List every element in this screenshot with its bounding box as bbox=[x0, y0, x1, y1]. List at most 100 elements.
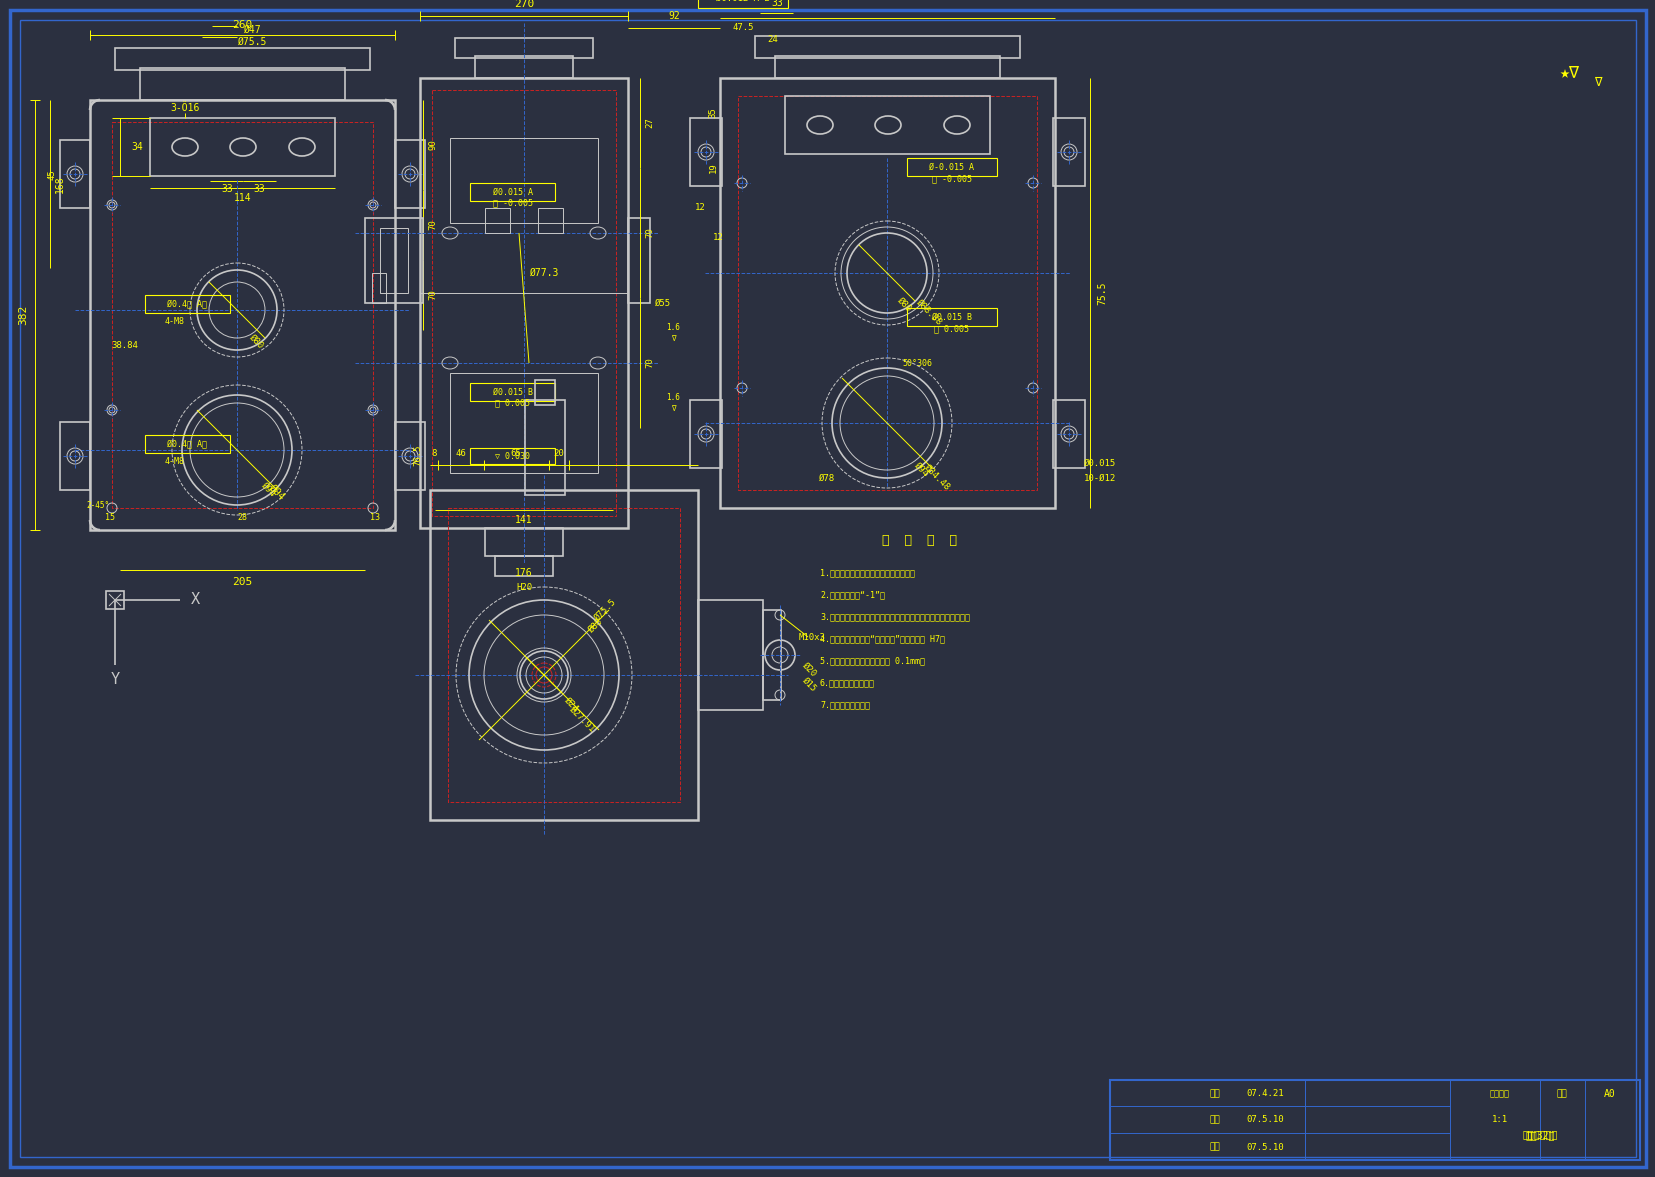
Text: Ø80: Ø80 bbox=[248, 333, 266, 351]
Text: 70: 70 bbox=[429, 220, 437, 231]
Text: A0: A0 bbox=[1604, 1089, 1615, 1099]
Text: 50°306: 50°306 bbox=[902, 359, 932, 367]
Text: 1.铸件表面应进行表面处理，清除沙粒。: 1.铸件表面应进行表面处理，清除沙粒。 bbox=[819, 568, 915, 577]
Text: Ø0.4Ⓜ AⓂ: Ø0.4Ⓜ AⓂ bbox=[167, 299, 207, 308]
Text: 4-M8: 4-M8 bbox=[166, 317, 185, 326]
Text: 1.6
∇: 1.6 ∇ bbox=[665, 393, 680, 413]
Bar bbox=[470, 182, 554, 201]
Text: 4.应对外内表面净尼“全面工具”，匹配公差 H7。: 4.应对外内表面净尼“全面工具”，匹配公差 H7。 bbox=[819, 634, 945, 643]
Text: 141: 141 bbox=[515, 516, 533, 525]
Text: 6.应对外面清屐涂色。: 6.应对外面清屐涂色。 bbox=[819, 678, 874, 687]
Text: 3-Ö16: 3-Ö16 bbox=[170, 104, 200, 113]
Bar bbox=[146, 435, 230, 453]
Text: Ø0.4Ⓜ AⓂ: Ø0.4Ⓜ AⓂ bbox=[167, 439, 207, 448]
Text: 260: 260 bbox=[232, 20, 252, 29]
Text: ∇: ∇ bbox=[1594, 75, 1600, 88]
Text: Ø20: Ø20 bbox=[801, 661, 818, 679]
Text: 90: 90 bbox=[429, 140, 437, 151]
Bar bbox=[907, 308, 996, 326]
Bar bbox=[470, 383, 554, 401]
Text: 47.5: 47.5 bbox=[732, 24, 753, 33]
Text: 技  术  要  求: 技 术 要 求 bbox=[882, 533, 957, 546]
Text: Ø94: Ø94 bbox=[912, 461, 930, 479]
Text: ／ -0.005: ／ -0.005 bbox=[493, 199, 533, 207]
Bar bbox=[755, 36, 1019, 58]
Bar bbox=[485, 528, 563, 556]
Text: 07.5.10: 07.5.10 bbox=[1246, 1116, 1283, 1124]
Text: 27: 27 bbox=[645, 118, 654, 128]
Bar bbox=[720, 78, 1054, 508]
Bar bbox=[420, 78, 627, 528]
Text: 10-Ø12: 10-Ø12 bbox=[1084, 473, 1115, 483]
Bar bbox=[455, 38, 592, 58]
Bar bbox=[372, 273, 386, 302]
Text: 75.5: 75.5 bbox=[1096, 281, 1106, 305]
Bar bbox=[450, 373, 597, 473]
Text: 114: 114 bbox=[233, 193, 252, 202]
Bar bbox=[449, 508, 680, 802]
Bar bbox=[146, 295, 230, 313]
Text: 15: 15 bbox=[104, 513, 114, 523]
Text: 设计: 设计 bbox=[1210, 1090, 1220, 1098]
Text: Ø0.015 A: Ø0.015 A bbox=[493, 187, 533, 197]
Text: ／ 0.005: ／ 0.005 bbox=[495, 399, 530, 407]
Text: 176: 176 bbox=[515, 568, 533, 578]
Bar bbox=[535, 380, 554, 405]
Text: Ø77.3: Ø77.3 bbox=[530, 268, 558, 278]
Text: 35: 35 bbox=[708, 107, 717, 119]
Bar bbox=[475, 56, 573, 78]
Text: Ø47: Ø47 bbox=[243, 25, 260, 35]
Text: 76.5: 76.5 bbox=[414, 444, 422, 466]
Text: 12: 12 bbox=[712, 233, 723, 242]
Text: 5.折合面平面度公差应小于大 0.1mm。: 5.折合面平面度公差应小于大 0.1mm。 bbox=[819, 656, 925, 665]
Text: 2.钉孔深度公差“-1”。: 2.钉孔深度公差“-1”。 bbox=[819, 590, 884, 599]
Text: 20: 20 bbox=[553, 448, 564, 458]
Text: 重量比例: 重量比例 bbox=[1490, 1090, 1509, 1098]
Text: ／ -0.005: ／ -0.005 bbox=[932, 174, 971, 184]
Text: Ø80: Ø80 bbox=[895, 297, 914, 314]
Text: 07.5.10: 07.5.10 bbox=[1246, 1143, 1283, 1151]
Text: Ø0.015: Ø0.015 bbox=[1084, 459, 1115, 467]
Bar bbox=[495, 556, 553, 576]
Text: 168: 168 bbox=[55, 175, 65, 193]
Text: 1:1: 1:1 bbox=[1491, 1116, 1508, 1124]
Text: 河南科技大学: 河南科技大学 bbox=[1521, 1129, 1557, 1139]
Bar bbox=[485, 208, 510, 233]
Text: 33: 33 bbox=[771, 0, 783, 8]
Text: X: X bbox=[190, 592, 200, 607]
Bar bbox=[697, 0, 788, 8]
Text: 7.其它未注明尺寸。: 7.其它未注明尺寸。 bbox=[819, 700, 869, 709]
Text: Ø0.015 B: Ø0.015 B bbox=[932, 313, 971, 321]
Text: Ø84.48: Ø84.48 bbox=[922, 464, 952, 493]
Bar bbox=[627, 218, 650, 302]
Text: H20: H20 bbox=[516, 584, 531, 592]
Bar bbox=[525, 400, 564, 496]
Bar bbox=[1109, 1080, 1304, 1161]
Text: 70: 70 bbox=[429, 290, 437, 300]
Bar bbox=[114, 48, 369, 69]
Text: Ø75.5: Ø75.5 bbox=[237, 36, 266, 47]
Bar bbox=[141, 68, 344, 100]
Text: 38.84: 38.84 bbox=[111, 340, 139, 350]
Text: M10x3: M10x3 bbox=[798, 632, 824, 641]
Text: ／ 0.005: ／ 0.005 bbox=[933, 325, 968, 333]
Text: 34: 34 bbox=[131, 142, 142, 152]
Text: 1.6
∇: 1.6 ∇ bbox=[665, 324, 680, 343]
Bar bbox=[113, 122, 372, 508]
Text: 4-M8: 4-M8 bbox=[166, 457, 185, 465]
Text: Ø94: Ø94 bbox=[266, 483, 286, 501]
Bar bbox=[396, 140, 425, 208]
Bar bbox=[396, 423, 425, 490]
Text: 205: 205 bbox=[232, 577, 252, 587]
Text: 65: 65 bbox=[510, 448, 521, 458]
Text: ▽ 0.030: ▽ 0.030 bbox=[495, 452, 530, 460]
Bar bbox=[470, 448, 554, 464]
Text: 45: 45 bbox=[48, 169, 56, 180]
Text: 270: 270 bbox=[513, 0, 535, 9]
Text: ★∇: ★∇ bbox=[1559, 64, 1579, 81]
Bar bbox=[151, 118, 334, 177]
Bar bbox=[1109, 1080, 1638, 1161]
Text: Ø55: Ø55 bbox=[654, 299, 670, 307]
Text: Ø0.015 B: Ø0.015 B bbox=[493, 387, 533, 397]
Bar bbox=[379, 228, 407, 293]
